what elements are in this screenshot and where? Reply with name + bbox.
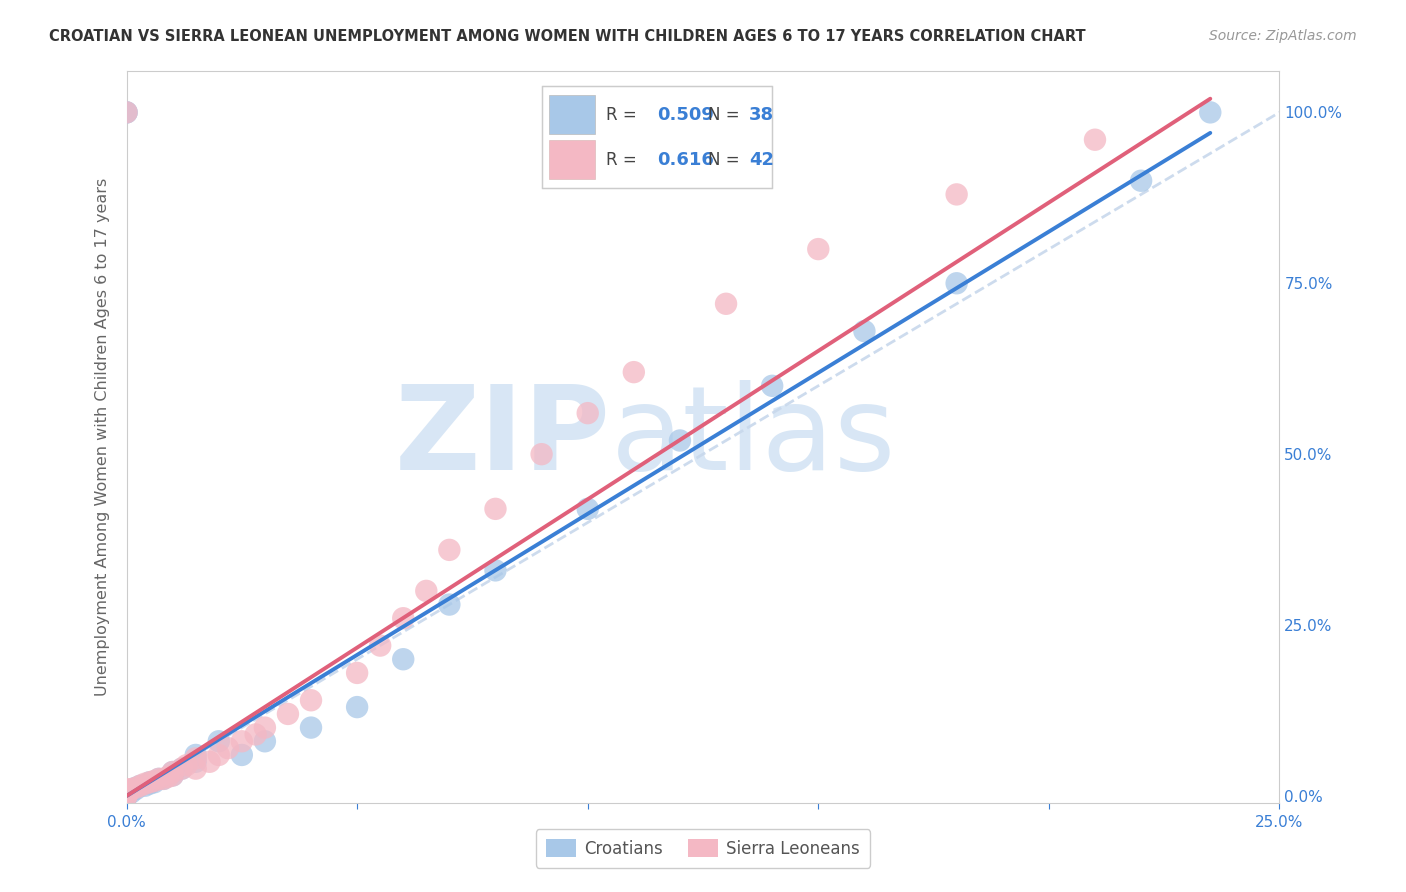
- Point: [148, 772, 170, 786]
- Point: [115, 105, 138, 120]
- Point: [439, 542, 461, 557]
- Text: ZIP: ZIP: [395, 380, 610, 494]
- Point: [176, 758, 198, 772]
- Point: [184, 747, 207, 762]
- Point: [714, 297, 737, 311]
- Point: [853, 324, 876, 338]
- Point: [231, 734, 253, 748]
- Y-axis label: Unemployment Among Women with Children Ages 6 to 17 years: Unemployment Among Women with Children A…: [94, 178, 110, 696]
- Point: [138, 775, 160, 789]
- Point: [623, 365, 645, 379]
- Point: [129, 779, 152, 793]
- Text: atlas: atlas: [610, 380, 896, 494]
- Point: [245, 727, 267, 741]
- Point: [1084, 133, 1107, 147]
- Point: [162, 768, 184, 782]
- Point: [277, 706, 299, 721]
- Point: [299, 721, 322, 735]
- Point: [115, 789, 138, 803]
- Point: [152, 772, 174, 786]
- Point: [253, 734, 276, 748]
- Point: [669, 434, 692, 448]
- Point: [299, 693, 322, 707]
- Point: [115, 789, 138, 803]
- Point: [208, 747, 231, 762]
- Point: [945, 187, 967, 202]
- Point: [115, 786, 138, 800]
- Point: [945, 277, 967, 291]
- Point: [346, 700, 368, 714]
- Point: [807, 242, 830, 256]
- Text: CROATIAN VS SIERRA LEONEAN UNEMPLOYMENT AMONG WOMEN WITH CHILDREN AGES 6 TO 17 Y: CROATIAN VS SIERRA LEONEAN UNEMPLOYMENT …: [49, 29, 1085, 44]
- Point: [231, 747, 253, 762]
- Point: [170, 762, 193, 776]
- Point: [143, 773, 166, 788]
- Point: [346, 665, 368, 680]
- Point: [208, 734, 231, 748]
- Point: [115, 105, 138, 120]
- Point: [368, 639, 391, 653]
- Point: [125, 780, 148, 795]
- Point: [162, 765, 184, 780]
- Point: [576, 501, 599, 516]
- Point: [184, 762, 207, 776]
- Point: [415, 583, 437, 598]
- Point: [152, 772, 174, 786]
- Point: [484, 501, 506, 516]
- Point: [115, 789, 138, 803]
- Point: [115, 789, 138, 803]
- Point: [120, 783, 142, 797]
- Point: [217, 741, 239, 756]
- Point: [439, 598, 461, 612]
- Point: [115, 789, 138, 803]
- Point: [253, 721, 276, 735]
- Point: [1130, 174, 1153, 188]
- Point: [184, 751, 207, 765]
- Point: [530, 447, 553, 461]
- Point: [138, 775, 160, 789]
- Point: [162, 765, 184, 780]
- Point: [1199, 105, 1222, 120]
- Point: [129, 779, 152, 793]
- Point: [115, 789, 138, 803]
- Point: [134, 779, 156, 793]
- Point: [120, 782, 142, 797]
- Point: [125, 782, 148, 797]
- Point: [115, 783, 138, 797]
- Point: [392, 652, 415, 666]
- Point: [198, 755, 221, 769]
- Point: [134, 777, 156, 791]
- Point: [143, 775, 166, 789]
- Text: Source: ZipAtlas.com: Source: ZipAtlas.com: [1209, 29, 1357, 43]
- Point: [115, 789, 138, 803]
- Point: [157, 770, 180, 784]
- Point: [484, 563, 506, 577]
- Point: [170, 762, 193, 776]
- Point: [120, 786, 142, 800]
- Point: [184, 755, 207, 769]
- Point: [576, 406, 599, 420]
- Point: [125, 780, 148, 795]
- Point: [138, 777, 160, 791]
- Point: [115, 782, 138, 797]
- Point: [392, 611, 415, 625]
- Legend: Croatians, Sierra Leoneans: Croatians, Sierra Leoneans: [536, 830, 870, 868]
- Point: [148, 772, 170, 786]
- Point: [115, 105, 138, 120]
- Point: [761, 379, 783, 393]
- Point: [162, 768, 184, 782]
